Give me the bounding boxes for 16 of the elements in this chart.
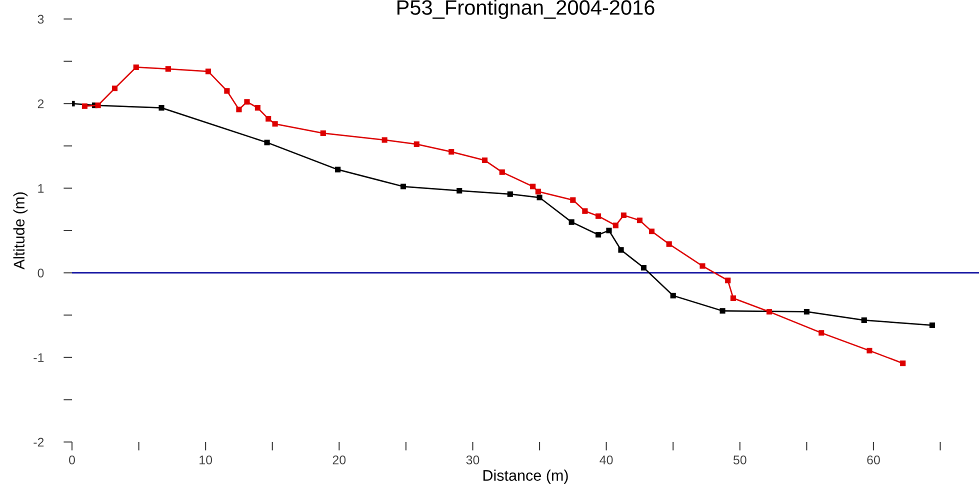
x-tick-label: 30: [466, 456, 480, 464]
y-tick-label: -1: [34, 353, 44, 362]
x-tick-label: 20: [332, 456, 346, 464]
x-tick-label: 50: [733, 456, 746, 464]
y-axis-title: Altitude (m): [13, 192, 28, 270]
y-tick-label: 1: [38, 184, 44, 193]
y-tick-label: 3: [38, 14, 44, 24]
x-axis-title: Distance (m): [483, 470, 568, 484]
x-tick-label: 0: [69, 456, 75, 464]
x-tick-label: 10: [200, 456, 212, 464]
y-tick-label: 2: [38, 99, 44, 108]
x-tick-label: 40: [600, 456, 613, 464]
y-tick-label: -2: [34, 438, 44, 447]
chart-title: P53_Frontignan_2004-2016: [397, 0, 654, 19]
y-tick-label: 0: [38, 268, 44, 278]
x-tick-label: 60: [867, 456, 880, 464]
